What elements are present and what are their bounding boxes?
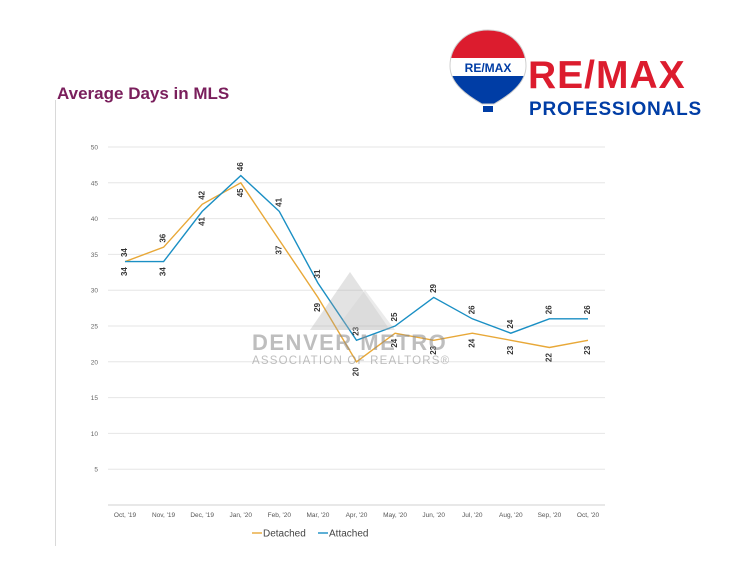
mountain-icon <box>310 272 395 330</box>
x-tick-label: Nov, '19 <box>152 512 176 519</box>
brand-subtitle: PROFESSIONALS <box>529 99 702 120</box>
x-tick-label: Dec, '19 <box>190 512 214 519</box>
x-tick-label: Mar, '20 <box>306 512 329 519</box>
data-label: 26 <box>467 305 476 314</box>
watermark-line1: DENVER METRO <box>252 330 448 355</box>
x-tick-label: Oct, '20 <box>577 512 600 519</box>
data-label: 25 <box>390 312 399 321</box>
watermark-line2: ASSOCIATION OF REALTORS® <box>252 355 451 367</box>
data-labels-layer: 34 36 42 45 37 29 20 24 23 24 23 22 23 34 34 41 46 41 31 23… <box>120 162 592 377</box>
x-tick-label: Jul, '20 <box>462 512 483 519</box>
data-label: 45 <box>236 188 245 197</box>
x-tick-label: Jun, '20 <box>422 512 445 519</box>
y-tick-label: 25 <box>91 324 99 331</box>
y-tick-label: 40 <box>91 216 99 223</box>
data-label: 34 <box>120 267 129 276</box>
data-label: 36 <box>159 233 168 242</box>
x-tick-label: Feb, '20 <box>268 512 292 519</box>
x-tick-label: Aug, '20 <box>499 512 523 519</box>
data-label: 22 <box>544 352 553 361</box>
data-label: 29 <box>429 283 438 292</box>
x-tick-label: Sep, '20 <box>538 512 562 519</box>
data-label: 29 <box>313 302 322 311</box>
y-tick-label: 50 <box>91 145 99 152</box>
data-label: 24 <box>390 338 399 347</box>
y-tick-label: 10 <box>91 431 99 438</box>
y-tick-label: 5 <box>94 467 98 474</box>
y-tick-label: 15 <box>91 395 99 402</box>
left-divider <box>55 100 56 546</box>
balloon-icon: RE/MAX <box>449 29 527 112</box>
data-label: 20 <box>352 367 361 376</box>
data-label: 34 <box>120 248 129 257</box>
data-label: 23 <box>429 345 438 354</box>
data-label: 26 <box>583 305 592 314</box>
y-tick-label: 20 <box>91 359 99 366</box>
legend-label: Attached <box>329 529 368 540</box>
data-label: 37 <box>274 245 283 254</box>
data-label: 23 <box>506 345 515 354</box>
series-line-detached <box>124 181 589 363</box>
x-tick-label: Oct, '19 <box>114 512 137 519</box>
legend-label: Detached <box>263 529 306 540</box>
legend: Detached Attached <box>252 529 368 540</box>
data-label: 23 <box>583 345 592 354</box>
balloon-text: RE/MAX <box>465 61 512 75</box>
x-tick-label: Apr, '20 <box>346 512 368 519</box>
remax-logo: RE/MAX RE/MAX PROFESSIONALS <box>448 28 738 120</box>
data-label: 23 <box>352 326 361 335</box>
data-label: 31 <box>313 269 322 278</box>
data-label: 26 <box>545 305 554 314</box>
series-layer <box>124 174 589 363</box>
chart-title: Average Days in MLS <box>57 84 230 103</box>
data-label: 46 <box>236 162 245 171</box>
x-tick-label: Jan, '20 <box>229 512 252 519</box>
y-tick-label: 45 <box>91 180 99 187</box>
watermark-logo: DENVER METRO ASSOCIATION OF REALTORS® <box>250 262 450 372</box>
x-tick-label: May, '20 <box>383 512 407 519</box>
data-label: 34 <box>159 267 168 276</box>
series-line-attached <box>125 174 588 342</box>
data-label: 41 <box>274 197 283 206</box>
data-label: 24 <box>467 338 476 347</box>
y-tick-label: 30 <box>91 288 99 295</box>
data-label: 24 <box>506 319 515 328</box>
data-label: 41 <box>197 216 206 225</box>
data-label: 42 <box>197 190 206 199</box>
y-tick-label: 35 <box>91 252 99 259</box>
brand-name: RE/MAX <box>528 54 686 97</box>
